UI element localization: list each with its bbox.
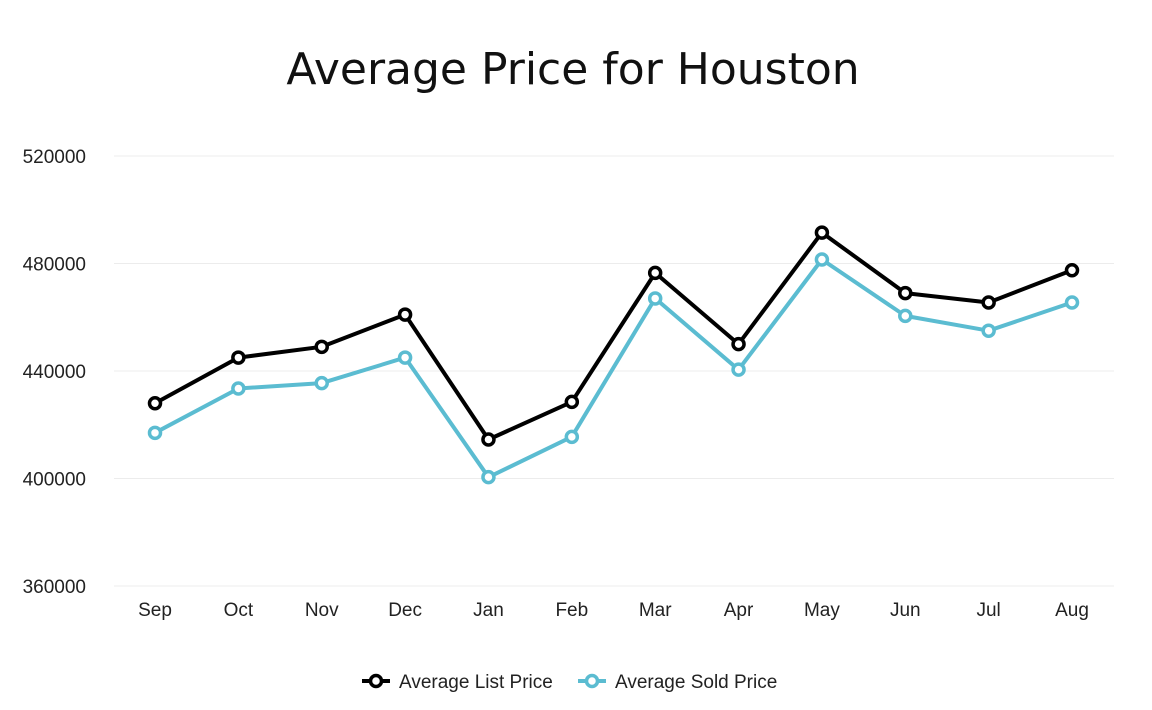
x-tick-label: Aug [1055,600,1089,621]
data-point [481,469,496,485]
data-point [647,265,663,281]
x-axis: Sep Oct Nov Dec Jan Feb Mar Apr May Jun Jul Aug [138,600,1089,621]
series [147,225,1080,485]
data-point [564,394,580,410]
series-line [153,230,1074,442]
data-point [981,295,996,310]
data-point [898,308,913,324]
legend-item: Average List Price [362,672,553,693]
series-line [153,257,1074,480]
data-point [1064,295,1080,310]
legend-item: Average Sold Price [578,672,777,693]
data-point [564,429,580,445]
legend: Average List Price Average Sold Price [362,672,777,693]
data-point [147,425,163,441]
y-tick-label: 480000 [23,255,86,276]
data-point [481,432,496,447]
x-tick-label: Jul [976,600,1000,621]
data-point [814,252,830,267]
chart-title: Average Price for Houston [286,44,859,95]
data-point [647,291,663,306]
x-tick-label: Jan [473,600,504,621]
y-tick-label: 400000 [23,470,86,491]
grid [114,155,1114,587]
data-point [898,285,913,301]
x-tick-label: Dec [388,600,422,621]
legend-label: Average Sold Price [615,672,777,693]
legend-label: Average List Price [399,672,553,693]
x-tick-label: May [804,600,840,621]
y-tick-label: 440000 [23,362,86,383]
legend-swatch-marker [368,673,384,689]
x-tick-label: Apr [724,600,754,621]
data-point [731,336,746,352]
data-point [147,396,163,411]
x-tick-label: Sep [138,600,172,621]
x-tick-label: Oct [224,600,254,621]
data-point [231,350,246,365]
data-point [397,307,413,322]
y-tick-label: 520000 [23,147,86,168]
series-average-sold-price [147,252,1080,485]
data-point [314,375,329,391]
x-tick-label: Mar [639,600,672,621]
series-average-list-price [147,225,1080,447]
legend-swatch-marker [584,673,600,689]
y-tick-label: 360000 [23,577,86,598]
data-point [981,323,996,338]
data-point [731,362,746,377]
data-point [397,350,413,365]
data-point [231,381,246,396]
x-tick-label: Feb [555,600,588,621]
data-point [814,225,830,240]
y-axis: 360000 400000 440000 480000 520000 [23,147,86,598]
x-tick-label: Nov [305,600,339,621]
data-point [1064,262,1080,278]
data-point [314,339,329,355]
x-tick-label: Jun [890,600,921,621]
